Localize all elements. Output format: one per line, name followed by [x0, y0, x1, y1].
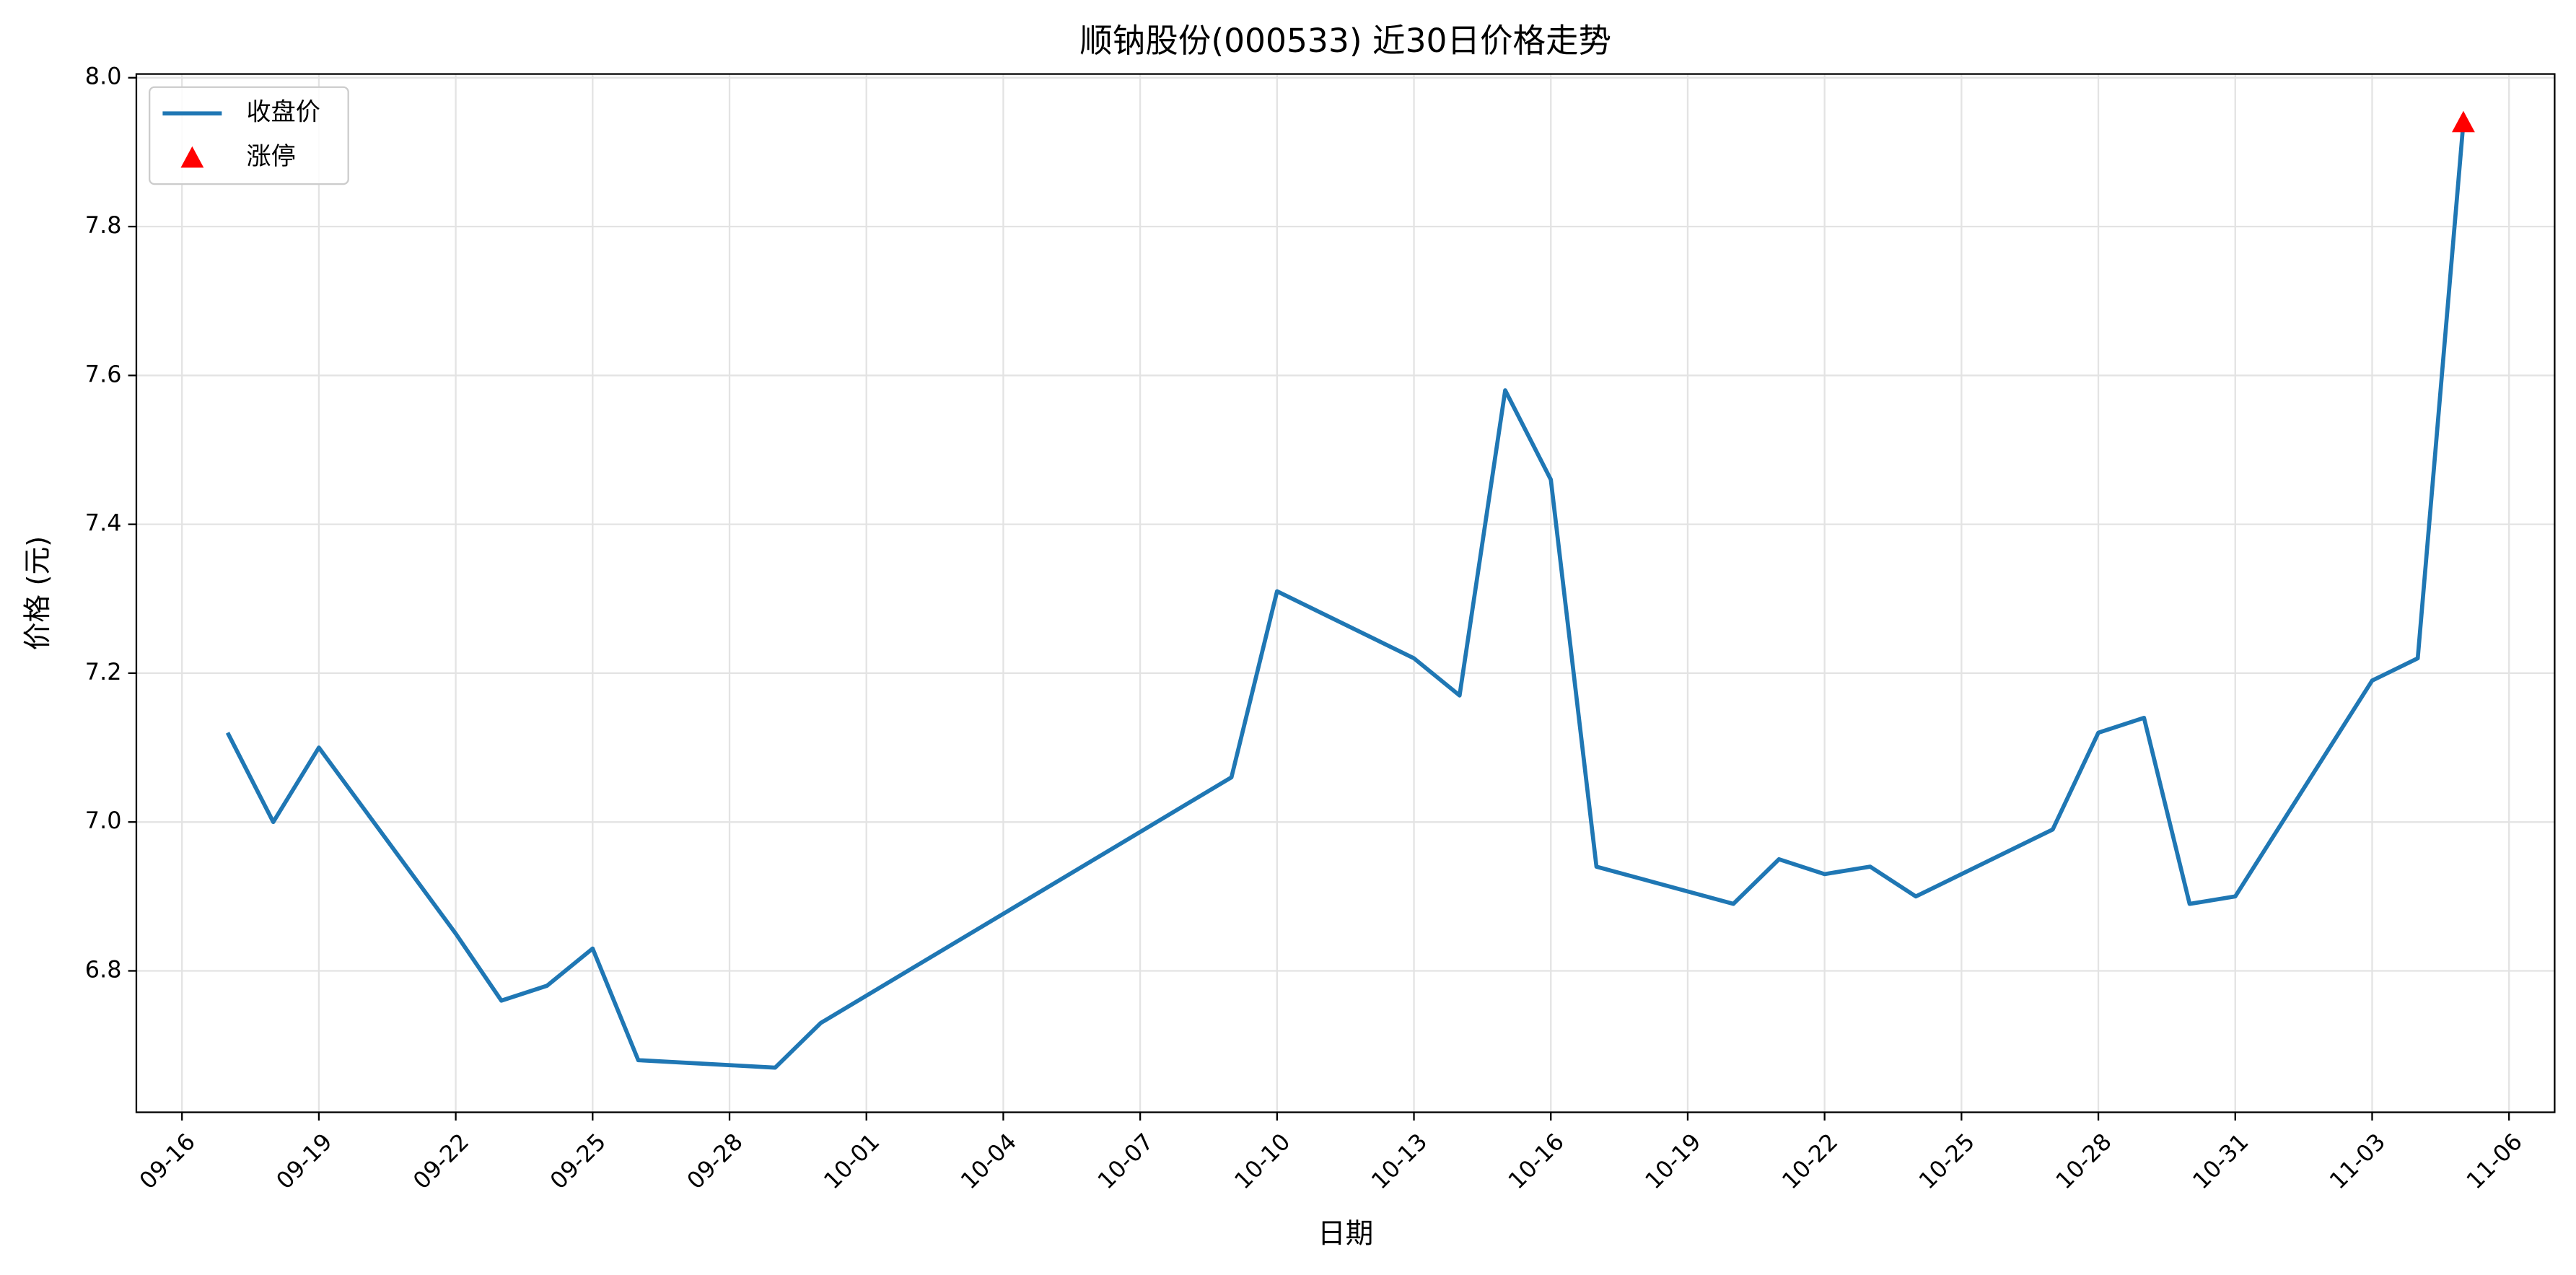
- y-tick-label: 7.4: [85, 509, 122, 537]
- legend-label: 涨停: [247, 142, 296, 171]
- y-tick-label: 7.2: [85, 658, 122, 685]
- y-tick-label: 6.8: [85, 956, 122, 983]
- y-tick-label: 7.6: [85, 360, 122, 387]
- axes-frame: [135, 73, 2556, 1113]
- price-line: [225, 122, 2466, 1070]
- y-tick-label: 8.0: [85, 63, 122, 90]
- x-axis-label: 日期: [1318, 1218, 1373, 1250]
- y-axis-label: 价格 (元): [22, 536, 54, 651]
- limit-up-marker: [2451, 110, 2475, 133]
- y-tick-label: 7.0: [85, 807, 122, 834]
- y-tick-label: 7.8: [85, 211, 122, 239]
- legend-label: 收盘价: [247, 98, 320, 127]
- chart-title: 顺钠股份(000533) 近30日价格走势: [1079, 22, 1611, 60]
- legend-swatch: [180, 146, 204, 168]
